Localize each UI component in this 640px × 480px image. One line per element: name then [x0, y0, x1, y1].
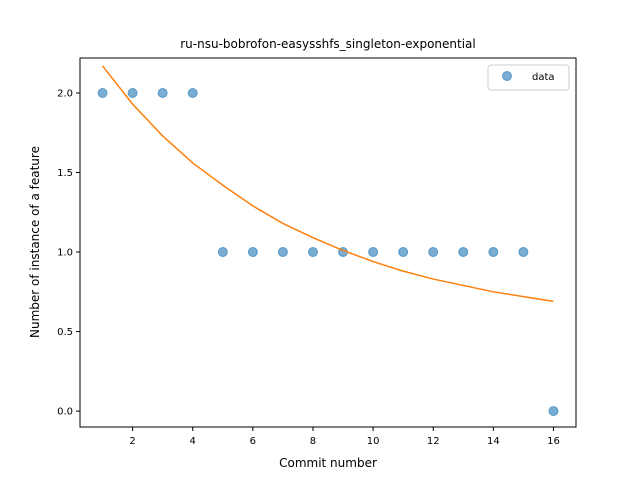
data-point	[548, 406, 559, 417]
legend-marker-data	[502, 71, 512, 81]
x-tick-label: 12	[427, 436, 440, 447]
x-tick-label: 14	[487, 436, 500, 447]
plot-area	[97, 65, 559, 417]
legend-box	[487, 64, 570, 91]
y-tick-label: 1.0	[57, 248, 73, 259]
x-tick-label: 10	[367, 436, 380, 447]
data-point	[217, 247, 228, 258]
y-axis-title: Number of instance of a feature	[28, 146, 42, 338]
legend: data	[487, 64, 570, 91]
chart-title: ru-nsu-bobrofon-easysshfs_singleton-expo…	[180, 37, 476, 51]
x-tick-label: 4	[190, 436, 196, 447]
data-point	[307, 247, 318, 258]
fit-line	[101, 65, 554, 303]
data-point	[518, 247, 529, 258]
x-axis-title: Commit number	[279, 456, 377, 470]
y-tick-label: 0.0	[57, 407, 73, 418]
y-axis: 0.0 0.5 1.0 1.5 2.0	[57, 88, 80, 418]
x-tick-label: 6	[250, 436, 256, 447]
y-tick-label: 0.5	[57, 327, 73, 338]
data-point	[127, 87, 138, 98]
data-point	[247, 247, 258, 258]
x-tick-label: 16	[547, 436, 560, 447]
legend-label-data: data	[532, 72, 555, 83]
data-point	[97, 87, 108, 98]
data-point	[488, 247, 499, 258]
data-point	[187, 87, 198, 98]
y-tick-label: 2.0	[57, 88, 73, 99]
data-point	[398, 247, 409, 258]
x-tick-label: 2	[129, 436, 135, 447]
data-point	[458, 247, 469, 258]
x-axis: 2 4 6 8 10 12 14 16	[129, 427, 560, 447]
y-tick-label: 1.5	[57, 168, 73, 179]
data-point	[277, 247, 288, 258]
x-tick-label: 8	[310, 436, 316, 447]
data-point	[368, 247, 379, 258]
plot-frame	[79, 57, 577, 428]
data-point	[157, 87, 168, 98]
data-point	[428, 247, 439, 258]
